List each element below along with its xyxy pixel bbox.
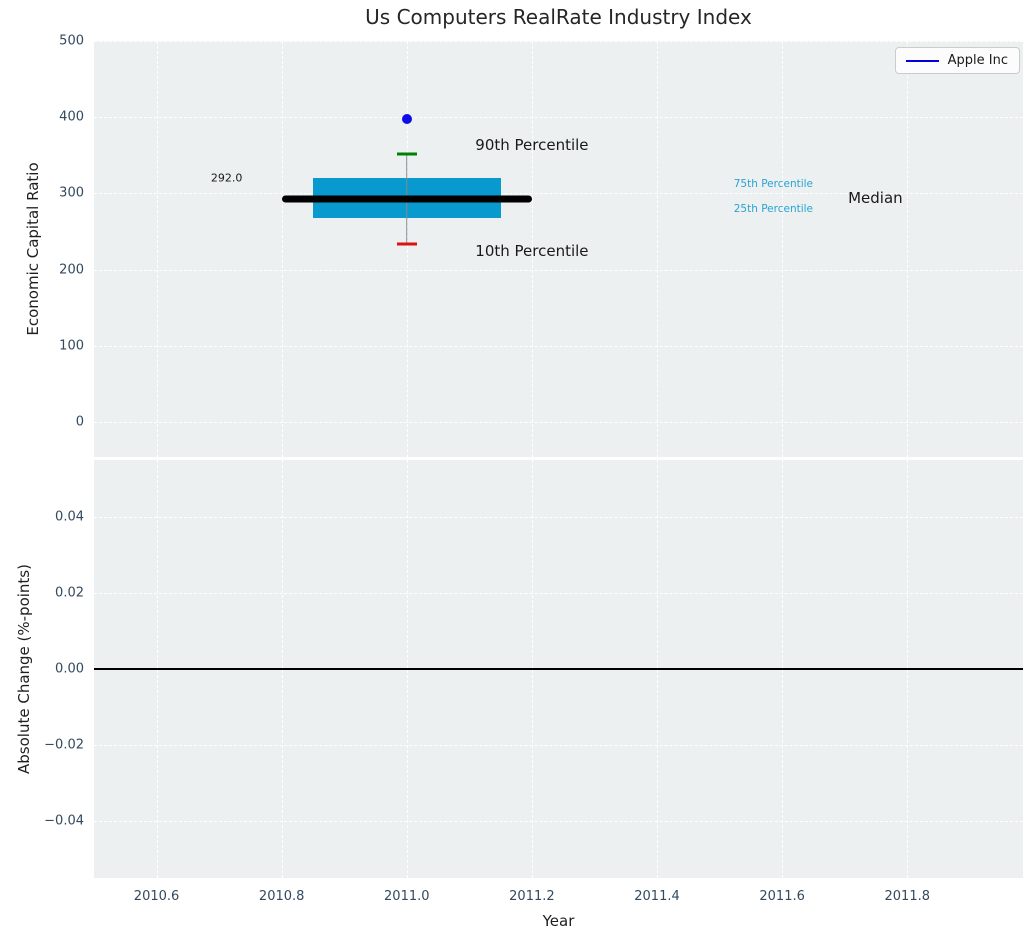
apple-line-sample-icon — [905, 59, 939, 62]
y-gridline — [94, 421, 1023, 423]
y-gridline — [94, 117, 1023, 119]
median-line — [281, 195, 532, 203]
y-tick-label: 400 — [59, 109, 84, 125]
bottom-y-axis-label: Absolute Change (%-points) — [15, 564, 33, 774]
y-tick-label: −0.02 — [44, 737, 84, 753]
annotation-25th-percentile: 25th Percentile — [733, 203, 814, 216]
y-gridline — [94, 193, 1023, 195]
y-tick-label: −0.04 — [44, 813, 84, 829]
y-tick-label: 0.00 — [55, 661, 84, 677]
chart-title: Us Computers RealRate Industry Index — [365, 5, 752, 29]
annotation-90th-percentile: 90th Percentile — [475, 136, 589, 155]
x-gridline — [657, 41, 659, 457]
annotation-median: Median — [848, 188, 903, 207]
y-tick-label: 0 — [75, 414, 84, 430]
legend[interactable]: Apple Inc — [894, 47, 1020, 74]
x-gridline — [406, 41, 408, 457]
legend-label: Apple Inc — [947, 53, 1008, 68]
x-tick-label: 2010.8 — [258, 889, 305, 904]
y-gridline — [94, 745, 1023, 746]
x-gridline — [531, 41, 533, 457]
y-gridline — [94, 517, 1023, 518]
x-gridline — [782, 41, 784, 457]
x-axis-label: Year — [542, 912, 575, 930]
annotation-75th-percentile: 75th Percentile — [733, 178, 814, 191]
zero-line — [94, 668, 1023, 670]
x-tick-label: 2011.2 — [509, 889, 555, 904]
x-gridline — [281, 41, 283, 457]
y-gridline — [94, 345, 1023, 347]
x-tick-label: 2011.6 — [759, 889, 805, 904]
y-tick-label: 0.04 — [55, 509, 84, 525]
top-plot-area: Apple Inc 0 100 200 300 400 500 292.0 90th Perc… — [59, 34, 1023, 457]
x-tick-label: 2011.8 — [884, 889, 931, 904]
x-tick-label: 2010.6 — [133, 889, 180, 904]
y-gridline — [94, 821, 1023, 822]
y-tick-label: 100 — [59, 338, 84, 354]
y-tick-label: 300 — [59, 185, 84, 201]
y-tick-label: 0.02 — [55, 585, 84, 601]
annotation-10th-percentile: 10th Percentile — [475, 241, 589, 260]
p10-cap — [396, 242, 417, 246]
top-y-axis-label: Economic Capital Ratio — [24, 162, 42, 336]
p90-cap — [396, 152, 417, 156]
y-gridline — [94, 269, 1023, 271]
y-tick-label: 500 — [59, 33, 84, 49]
y-gridline — [94, 593, 1023, 594]
x-tick-label: 2011.0 — [384, 889, 430, 904]
annotation-292-0: 292.0 — [210, 171, 243, 185]
y-tick-label: 200 — [59, 262, 84, 278]
y-gridline — [94, 41, 1023, 42]
apple-data-point — [401, 113, 412, 124]
x-gridline — [907, 41, 909, 457]
x-tick-label: 2011.4 — [634, 889, 680, 904]
x-gridline — [156, 41, 158, 457]
bottom-plot-area: 2010.6 2010.8 2011.0 2011.2 2011.4 2011.6 2011… — [44, 460, 1023, 904]
